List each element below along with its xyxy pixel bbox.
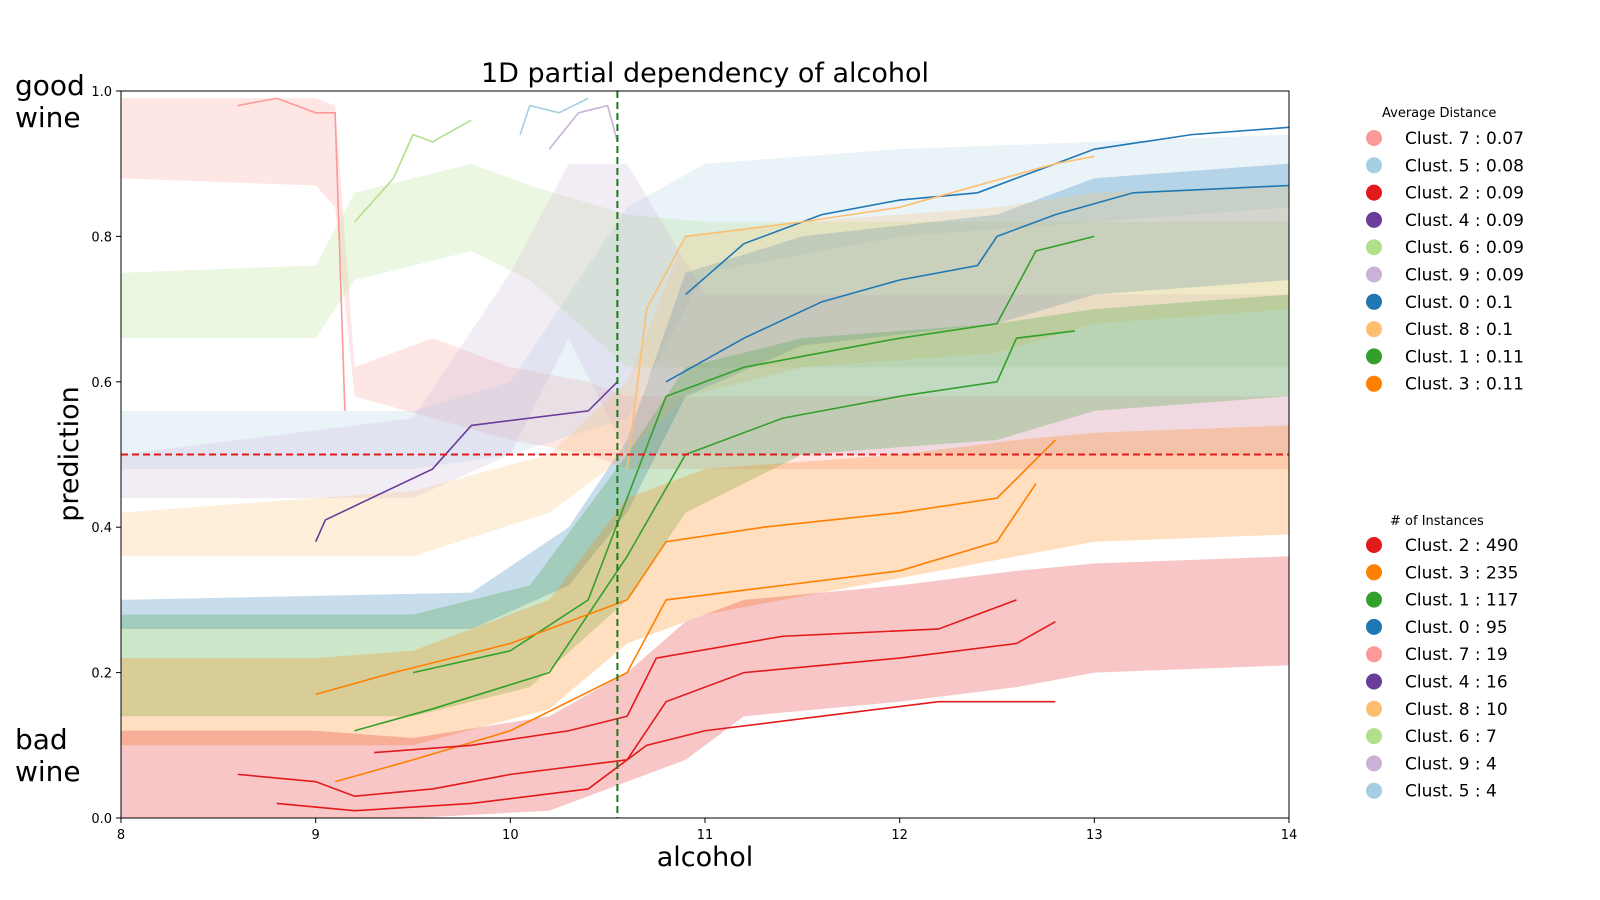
legend-entry-label: Clust. 5 : 4: [1405, 782, 1497, 802]
chart-title: 1D partial dependency of alcohol: [481, 58, 929, 89]
legend-marker: [1366, 157, 1382, 174]
legend-marker: [1366, 239, 1382, 256]
legend-entry-label: Clust. 2 : 0.09: [1405, 184, 1524, 204]
curve-cluster-5: [519, 97, 589, 135]
legend-instances-title: # of Instances: [1390, 514, 1484, 529]
legend-marker: [1366, 348, 1382, 365]
legend-marker: [1366, 130, 1382, 146]
curve-cluster-4: [314, 381, 618, 543]
x-tick-label: 13: [1086, 828, 1103, 843]
curve-cluster-6: [354, 119, 472, 223]
x-axis-ticks: 8 9 10 11 12 13 14: [117, 818, 1297, 843]
legend-marker: [1366, 646, 1382, 663]
band-cluster-7: [121, 98, 1289, 470]
y-axis-ticks: 0.0 0.2 0.4 0.6 0.8 1.0: [91, 85, 121, 827]
legend-marker: [1366, 375, 1382, 392]
curve-cluster-9: [548, 104, 619, 150]
x-tick-label: 10: [502, 828, 519, 843]
y-tick-label: 0.8: [91, 230, 112, 245]
legend-marker: [1366, 618, 1382, 635]
legend-marker: [1366, 728, 1382, 745]
good-wine-label-line2: wine: [15, 101, 81, 134]
legend-marker: [1366, 782, 1382, 799]
legend-marker: [1366, 755, 1382, 772]
curve-cluster-3: [315, 439, 1056, 696]
legend-entry-label: Clust. 4 : 0.09: [1405, 211, 1524, 231]
legend-marker: [1366, 537, 1382, 553]
band-cluster-1: [121, 294, 1289, 717]
legend-entry-label: Clust. 7 : 19: [1405, 645, 1508, 665]
legend-marker: [1366, 266, 1382, 283]
curve-cluster-1: [354, 330, 1075, 732]
legend-entry-label: Clust. 8 : 0.1: [1405, 320, 1513, 340]
bad-wine-label-line2: wine: [15, 755, 81, 788]
legend-marker: [1366, 321, 1382, 338]
y-tick-label: 1.0: [91, 85, 112, 100]
y-tick-label: 0.2: [91, 667, 112, 682]
legend-marker: [1366, 700, 1382, 717]
band-cluster-3: [121, 425, 1289, 746]
legend-marker: [1366, 673, 1382, 690]
legend-entry-label: Clust. 9 : 0.09: [1405, 266, 1524, 286]
legend-marker: [1366, 293, 1382, 310]
curve-cluster-1: [412, 235, 1095, 674]
band-cluster-8: [121, 185, 1289, 557]
legend-marker: [1366, 564, 1382, 581]
legend-entry-label: Clust. 1 : 0.11: [1405, 347, 1524, 367]
legend-marker: [1366, 211, 1382, 228]
legend-entry-label: Clust. 0 : 0.1: [1405, 293, 1513, 313]
legend-entry-label: Clust. 3 : 235: [1405, 563, 1519, 583]
bad-wine-label-line1: bad: [15, 723, 68, 756]
y-tick-label: 0.4: [91, 521, 112, 536]
legend-entry-label: Clust. 6 : 0.09: [1405, 238, 1524, 258]
y-axis-label: prediction: [54, 386, 85, 521]
legend-marker: [1366, 591, 1382, 608]
curve-cluster-0: [685, 126, 1289, 296]
legend-entry-label: Clust. 2 : 490: [1405, 536, 1519, 556]
curve-cluster-2: [374, 599, 1017, 754]
x-axis-label: alcohol: [657, 842, 754, 873]
curve-cluster-2: [276, 700, 1056, 812]
legend-entry-label: Clust. 0 : 95: [1405, 618, 1508, 638]
legend-distance-title: Average Distance: [1382, 106, 1496, 121]
y-tick-label: 0.0: [91, 812, 112, 827]
x-tick-label: 9: [312, 828, 320, 843]
band-cluster-6: [121, 163, 1289, 368]
legend-entry-label: Clust. 7 : 0.07: [1405, 129, 1524, 149]
legend-entry-label: Clust. 5 : 0.08: [1405, 156, 1524, 176]
curve-cluster-7: [237, 97, 346, 411]
x-tick-label: 12: [891, 828, 908, 843]
legend-marker: [1366, 184, 1382, 201]
legend-entry-label: Clust. 9 : 4: [1405, 754, 1497, 774]
band-cluster-0: [121, 163, 1289, 629]
legend-average-distance: Average Distance Clust. 7 : 0.07 Clust. 5…: [1366, 106, 1524, 395]
x-tick-label: 14: [1281, 828, 1298, 843]
x-tick-label: 8: [117, 828, 125, 843]
band-cluster-9: [121, 163, 1289, 499]
band-cluster-5: [121, 134, 1289, 470]
legend-instances: # of Instances Clust. 2 : 490 Clust. 3 : …: [1366, 514, 1519, 802]
legend-entry-label: Clust. 8 : 10: [1405, 700, 1508, 720]
curve-cluster-8: [626, 155, 1095, 470]
legend-entry-label: Clust. 3 : 0.11: [1405, 375, 1524, 395]
curve-cluster-0: [665, 184, 1289, 383]
y-tick-label: 0.6: [91, 376, 112, 391]
legend-entry-label: Clust. 4 : 16: [1405, 673, 1508, 693]
legend-entry-label: Clust. 6 : 7: [1405, 727, 1497, 747]
plot-content: [121, 91, 1289, 818]
curve-cluster-3: [334, 483, 1037, 783]
good-wine-label-line1: good: [15, 69, 85, 102]
legend-entry-label: Clust. 1 : 117: [1405, 591, 1519, 611]
x-tick-label: 11: [697, 828, 714, 843]
